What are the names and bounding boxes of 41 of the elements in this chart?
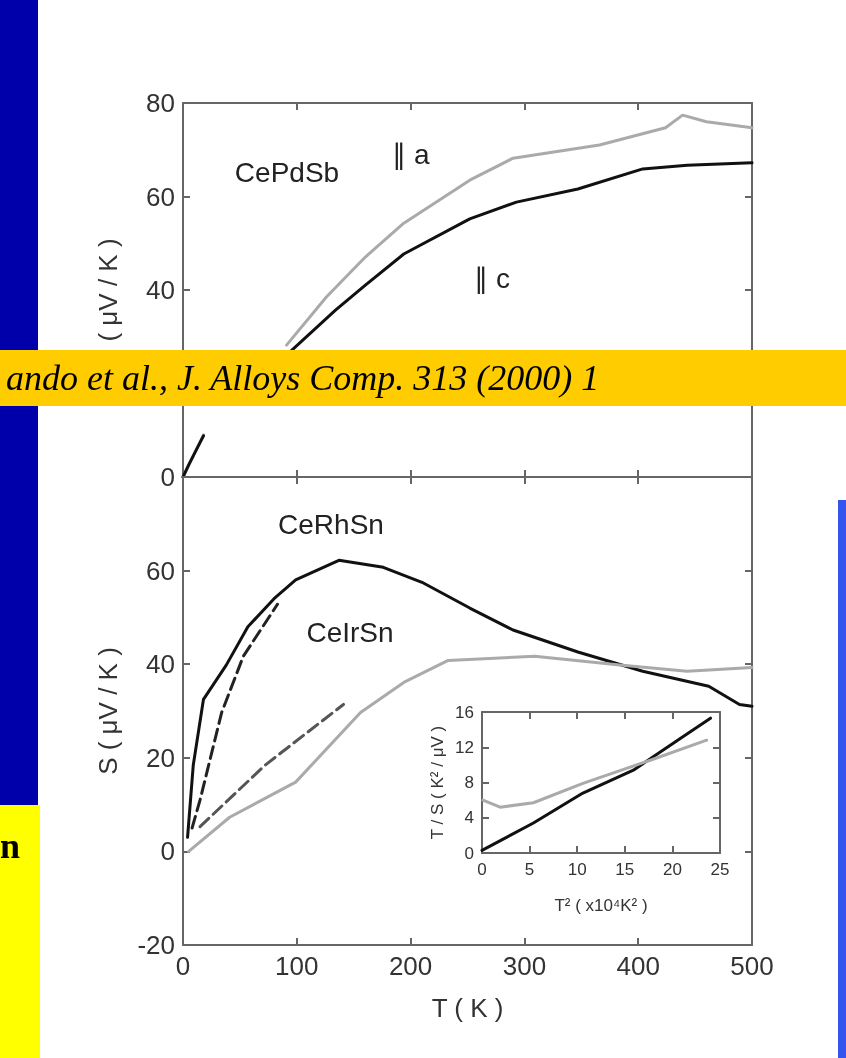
x-tick-label: 5 xyxy=(524,860,535,879)
annotation: CeIrSn xyxy=(306,617,394,649)
x-tick-label: 15 xyxy=(615,860,635,879)
y-tick-label: 4 xyxy=(464,808,474,828)
y-tick-label: 20 xyxy=(146,742,175,773)
line-series xyxy=(480,716,712,852)
y-tick-label: 60 xyxy=(146,555,175,586)
y-tick-label: 80 xyxy=(146,88,175,118)
annotation: ando et al., J. Alloys Comp. 313 (2000) 1 xyxy=(6,357,600,399)
x-axis-title: T² ( x10⁴K² ) xyxy=(554,896,648,915)
y-axis-title: ( μV / K ) xyxy=(93,238,123,342)
line-series xyxy=(190,602,279,830)
line-series xyxy=(481,738,709,809)
y-tick-label: 40 xyxy=(146,649,175,680)
x-tick-label: 200 xyxy=(388,951,433,981)
annotation: CeRhSn xyxy=(278,509,384,541)
x-tick-label: 500 xyxy=(730,951,774,981)
x-tick-label: 10 xyxy=(567,860,587,879)
y-tick-label: 0 xyxy=(160,462,175,492)
x-tick-label: 25 xyxy=(710,860,730,879)
y-tick-label: 60 xyxy=(146,181,175,212)
annotation: ∥ c xyxy=(474,261,510,295)
x-tick-label: 300 xyxy=(502,951,547,981)
y-tick-label: 40 xyxy=(146,275,175,305)
annotation: CePdSb xyxy=(234,157,340,189)
y-tick-label: -20 xyxy=(137,930,175,960)
x-tick-label: 100 xyxy=(275,951,319,981)
y-axis-title: S ( μV / K ) xyxy=(93,647,123,775)
y-tick-label: 0 xyxy=(464,843,474,863)
annotation: ∥ a xyxy=(392,137,430,171)
x-tick-label: 400 xyxy=(616,951,660,981)
y-tick-label: 16 xyxy=(455,702,474,722)
y-tick-label: 12 xyxy=(455,737,474,757)
x-axis-title: T ( K ) xyxy=(431,993,504,1023)
y-axis-title: T / S ( K² / μV ) xyxy=(428,725,447,840)
y-tick-label: 8 xyxy=(464,773,474,792)
side-box: n xyxy=(0,805,40,1058)
x-tick-label: 20 xyxy=(662,860,682,879)
citation-strip: ando et al., J. Alloys Comp. 313 (2000) 1 xyxy=(0,350,846,406)
x-tick-label: 0 xyxy=(477,860,487,879)
line-series xyxy=(186,558,754,839)
